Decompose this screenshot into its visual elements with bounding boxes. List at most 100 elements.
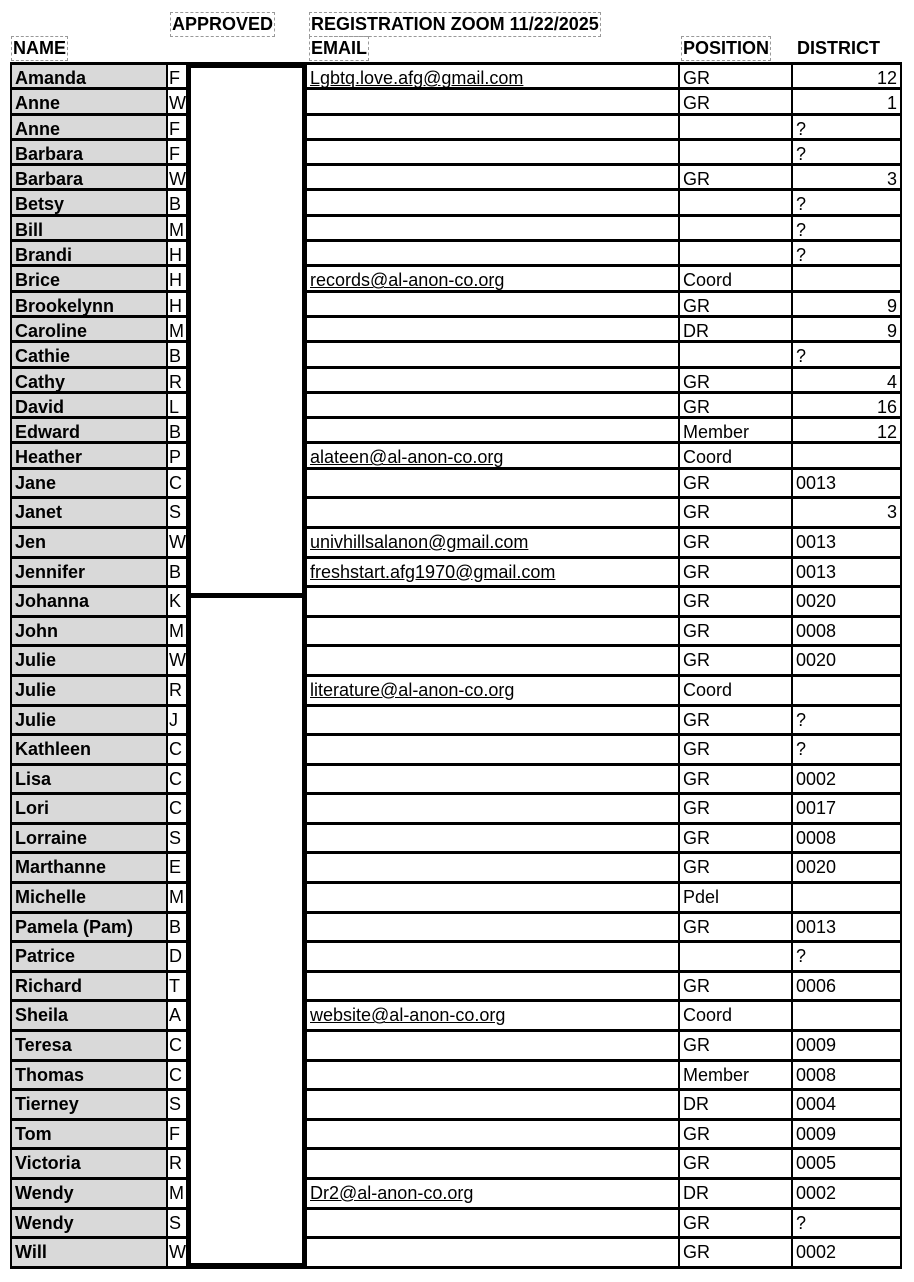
email-cell — [307, 141, 678, 163]
district-cell — [793, 884, 902, 911]
email-cell — [307, 588, 678, 615]
district-cell: ? — [793, 736, 902, 763]
last-initial-cell: B — [169, 422, 182, 442]
position-cell: GR — [678, 1032, 793, 1059]
email-cell: Lgbtq.love.afg@gmail.com — [310, 68, 524, 88]
email-cell: freshstart.afg1970@gmail.com — [310, 561, 556, 582]
email-cell — [307, 343, 678, 365]
position-cell — [678, 140, 793, 164]
email-cell — [307, 394, 678, 416]
table-row: Pamela (Pam) B GR 0013 — [10, 913, 902, 944]
name-cell: Julie — [10, 676, 168, 704]
last-initial-cell: S — [169, 827, 182, 848]
email-cell — [307, 766, 678, 793]
table-row: Patrice D? — [10, 943, 902, 973]
district-cell: 12 — [793, 65, 902, 88]
district-cell: ? — [793, 191, 902, 214]
district-cell: 0013 — [793, 528, 902, 556]
position-cell: Member — [678, 1061, 793, 1089]
table-row: Michelle M Pdel — [10, 884, 902, 914]
last-initial-cell: F — [169, 68, 180, 88]
district-cell: ? — [793, 140, 902, 164]
table-row: Tierney S DR 0004 — [10, 1091, 902, 1121]
redaction-box-bottom — [186, 593, 307, 1268]
last-initial-cell: C — [169, 768, 182, 789]
position-cell: GR — [678, 469, 793, 497]
last-initial-cell: R — [169, 371, 182, 391]
last-initial-cell: T — [169, 975, 180, 996]
position-cell: GR — [678, 588, 793, 615]
district-cell: ? — [793, 115, 902, 138]
registration-header: REGISTRATION ZOOM 11/22/2025 — [309, 12, 601, 37]
table-row: Victoria R GR 0005 — [10, 1150, 902, 1180]
email-cell — [307, 90, 678, 112]
last-initial-cell: J — [169, 709, 178, 730]
table-row: Julie W GR 0020 — [10, 647, 902, 677]
email-cell — [307, 1210, 678, 1237]
email-cell — [307, 1091, 678, 1118]
last-initial-cell: S — [169, 1094, 182, 1115]
position-header: POSITION — [680, 36, 772, 61]
name-cell: Lorraine — [10, 824, 168, 852]
name-header: NAME — [11, 36, 68, 61]
district-cell: 0020 — [793, 854, 902, 882]
last-initial-cell: C — [169, 1064, 182, 1085]
table-row: John M GR 0008 — [10, 617, 902, 648]
email-cell — [307, 736, 678, 763]
name-cell: Jane — [10, 469, 168, 497]
email-cell — [307, 1032, 678, 1059]
name-cell: Pamela (Pam) — [10, 913, 168, 941]
position-cell: GR — [678, 1120, 793, 1148]
district-header: DISTRICT — [797, 38, 880, 58]
position-cell: GR — [678, 1150, 793, 1177]
name-cell: Julie — [10, 706, 168, 734]
name-cell: Bill — [10, 216, 168, 240]
table-row: Wendy S GR? — [10, 1209, 902, 1240]
table-row: Cathie B? — [10, 343, 902, 369]
name-cell: Richard — [10, 972, 168, 1000]
position-cell: GR — [678, 90, 793, 113]
position-cell: GR — [678, 765, 793, 793]
position-cell: GR — [678, 913, 793, 941]
table-row: Jane C GR 0013 — [10, 469, 902, 500]
position-cell: Coord — [678, 267, 793, 290]
name-cell: Wendy — [10, 1180, 168, 1207]
email-cell — [307, 973, 678, 1000]
table-row: Amanda F Lgbtq.love.afg@gmail.com GR 12 — [10, 65, 902, 91]
district-cell: 0017 — [793, 795, 902, 822]
email-cell — [307, 191, 678, 213]
name-cell: Jennifer — [10, 558, 168, 586]
email-cell: Dr2@al-anon-co.org — [310, 1183, 474, 1203]
name-cell: Barbara — [10, 166, 168, 189]
position-cell: GR — [678, 854, 793, 882]
district-cell: 12 — [793, 419, 902, 442]
approved-header: APPROVED — [169, 12, 276, 37]
email-cell — [307, 470, 678, 497]
district-cell: 0008 — [793, 617, 902, 645]
email-cell — [307, 647, 678, 674]
email-cell — [307, 914, 678, 941]
email-cell — [307, 825, 678, 852]
position-cell: DR — [678, 1091, 793, 1118]
last-initial-cell: P — [169, 447, 182, 467]
district-cell: 0013 — [793, 913, 902, 941]
name-cell: Lisa — [10, 765, 168, 793]
email-cell — [307, 707, 678, 734]
district-cell: 0008 — [793, 824, 902, 852]
email-cell: literature@al-anon-co.org — [310, 679, 515, 700]
table-row: Anne W GR 1 — [10, 90, 902, 116]
last-initial-cell: M — [169, 887, 184, 908]
name-cell: Marthanne — [10, 854, 168, 882]
table-row: Richard T GR 0006 — [10, 972, 902, 1003]
email-cell — [307, 116, 678, 138]
email-cell — [307, 166, 678, 188]
name-cell: Heather — [10, 444, 168, 467]
last-initial-cell: M — [169, 1183, 184, 1203]
last-initial-cell: H — [169, 245, 182, 265]
name-cell: Sheila — [10, 1002, 168, 1030]
email-cell — [307, 1121, 678, 1148]
table-row: Bill M? — [10, 216, 902, 243]
table-row: Wendy M Dr2@al-anon-co.org DR 0002 — [10, 1180, 902, 1210]
